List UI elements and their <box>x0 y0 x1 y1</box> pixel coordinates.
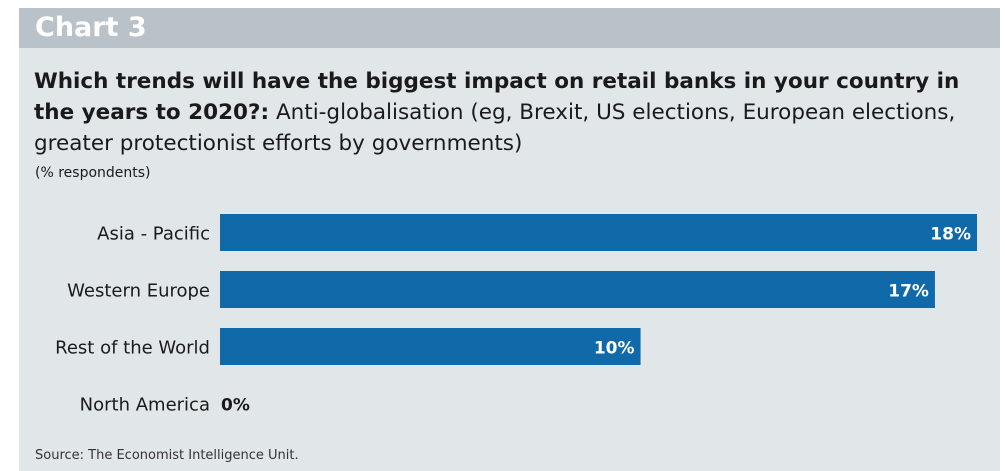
chart-question: Which trends will have the biggest impac… <box>34 69 960 125</box>
category-label: Asia - Pacific <box>97 224 210 245</box>
chart-number-label: Chart 3 <box>35 12 147 43</box>
category-label: Rest of the World <box>55 338 210 359</box>
bar <box>220 328 641 365</box>
bar-value-label: 17% <box>888 282 929 302</box>
chart-card: Chart 3 Which trends will have the bigge… <box>19 8 1000 471</box>
bar-value-label: 18% <box>930 225 971 245</box>
bar <box>220 271 935 308</box>
category-label: Western Europe <box>67 281 210 302</box>
bar-value-label: 0% <box>221 396 250 416</box>
source-note: Source: The Economist Intelligence Unit. <box>35 448 299 463</box>
bar-chart: Asia - Pacific 18% Western Europe 17% Rest o… <box>55 214 977 416</box>
bar-value-label: 10% <box>594 339 635 359</box>
chart-header: Chart 3 <box>19 8 1000 48</box>
bar <box>220 214 977 251</box>
chart-topic: Anti-globalisation (eg, Brexit, US elect… <box>34 100 956 156</box>
unit-label: (% respondents) <box>35 165 151 181</box>
chart-title: Which trends will have the biggest impac… <box>34 66 989 159</box>
category-label: North America <box>80 395 210 416</box>
